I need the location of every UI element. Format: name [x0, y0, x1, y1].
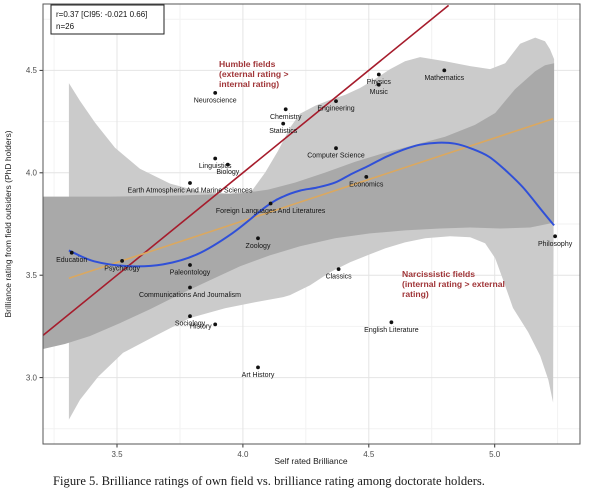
data-point — [389, 320, 394, 325]
humble-line-3: internal rating) — [219, 79, 279, 89]
confidence-bands — [43, 37, 555, 420]
data-point — [442, 68, 447, 73]
loess-curve — [68, 141, 555, 268]
field-label: History — [190, 323, 212, 330]
narcissistic-line-1: Narcissistic fields — [402, 269, 475, 279]
data-point — [120, 259, 124, 263]
field-label: Mathematics — [424, 75, 464, 82]
field-label: Computer Science — [307, 153, 365, 160]
field-label: Neuroscience — [194, 97, 237, 104]
data-point — [376, 72, 381, 77]
data-point — [553, 234, 557, 239]
data-point — [256, 236, 260, 241]
regression-confidence-band — [43, 63, 555, 349]
data-point — [188, 314, 192, 319]
data-point — [213, 156, 218, 161]
data-point — [188, 263, 192, 267]
point-labels: Education Psychology Paleontology Communica… — [56, 75, 573, 379]
narcissistic-line-3: rating) — [402, 289, 429, 299]
field-label: Paleontology — [170, 270, 211, 277]
field-label: Biology — [216, 169, 239, 176]
field-label: Philosophy — [538, 241, 573, 248]
humble-line-2: (external rating > — [219, 69, 289, 79]
y-tick-label: 3.0 — [26, 373, 38, 382]
x-axis-title: Self rated Brilliance — [274, 456, 348, 466]
field-label: Linguistics — [199, 163, 232, 170]
field-label: Engineering — [317, 106, 354, 113]
humble-line-1: Humble fields — [219, 59, 276, 69]
data-point — [188, 181, 192, 185]
fit-lines — [42, 4, 555, 337]
field-label: Classics — [326, 274, 353, 281]
data-point — [213, 91, 218, 95]
field-label: Physics — [367, 79, 392, 86]
field-label: Sociology — [175, 321, 206, 328]
y-tick-label: 3.5 — [26, 271, 38, 280]
data-point — [213, 322, 218, 327]
stats-box-frame — [50, 4, 165, 35]
field-label: English Literature — [364, 327, 419, 334]
field-label: Music — [370, 89, 389, 96]
data-point — [268, 201, 273, 206]
field-label: Statistics — [269, 128, 298, 135]
figure-caption: Figure 5. Brilliance ratings of own fiel… — [53, 474, 485, 488]
data-point — [334, 146, 338, 151]
field-label: Communications And Journalism — [139, 292, 241, 299]
data-point — [281, 121, 286, 126]
data-point — [188, 285, 192, 290]
data-points — [69, 68, 557, 370]
identity-line — [42, 4, 450, 337]
data-point — [225, 162, 230, 167]
data-point — [376, 82, 381, 87]
narcissistic-fields-annotation: Narcissistic fields (internal rating > e… — [402, 269, 505, 299]
field-label: Chemistry — [270, 114, 302, 121]
panel-border — [42, 3, 581, 445]
humble-fields-annotation: Humble fields (external rating > interna… — [219, 59, 289, 89]
stats-box: r=0.37 [CI95: -0.021 0.66] n=26 — [50, 4, 165, 35]
field-label: Economics — [349, 181, 384, 188]
x-tick-label: 4.0 — [237, 450, 249, 459]
data-point — [334, 99, 338, 103]
data-point — [336, 267, 341, 271]
field-label: Psychology — [104, 265, 140, 272]
field-label: Education — [56, 257, 87, 264]
data-point — [364, 175, 369, 179]
narcissistic-line-2: (internal rating > external — [402, 279, 505, 289]
field-label: Earth Atmospheric And Marine Sciences — [128, 188, 253, 195]
field-label: Zoology — [246, 243, 271, 250]
y-tick-label: 4.0 — [26, 169, 38, 178]
stats-correlation: r=0.37 [CI95: -0.021 0.66] — [56, 10, 147, 19]
x-tick-label: 4.5 — [363, 450, 375, 459]
data-point — [69, 250, 74, 255]
y-axis-title: Brilliance rating from field outsiders (… — [3, 130, 13, 317]
data-point — [256, 365, 260, 370]
x-tick-label: 5.0 — [489, 450, 501, 459]
axis-ticks: 3.5 4.0 4.5 5.0 3.0 3.5 4.0 4.5 — [26, 66, 501, 459]
stats-n: n=26 — [56, 22, 75, 31]
field-label: Foreign Languages And Literatures — [216, 208, 326, 215]
x-tick-label: 3.5 — [111, 450, 123, 459]
field-label: Art History — [242, 372, 275, 379]
regression-line — [68, 117, 554, 280]
data-point — [283, 107, 288, 112]
y-tick-label: 4.5 — [26, 66, 38, 75]
